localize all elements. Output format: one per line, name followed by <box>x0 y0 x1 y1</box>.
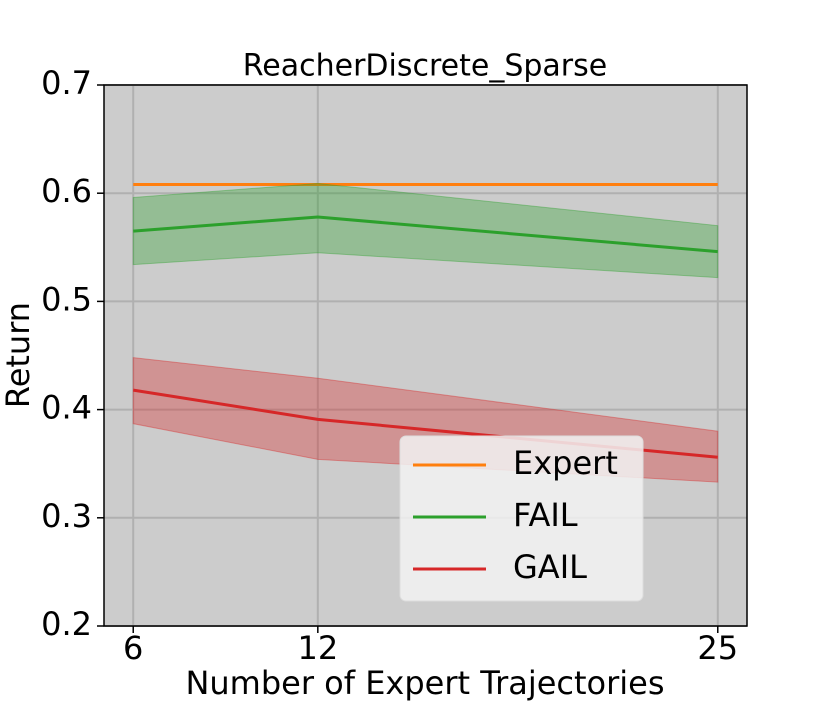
y-tick-label: 0.2 <box>41 605 92 643</box>
y-tick-label: 0.5 <box>41 280 92 318</box>
y-tick-label: 0.4 <box>41 389 92 427</box>
line <box>133 215 718 254</box>
confidence-band <box>132 182 719 279</box>
y-axis-label: Return <box>0 302 37 408</box>
x-tick-label: 6 <box>123 629 143 667</box>
x-tick-label: 12 <box>297 629 338 667</box>
x-axis-label: Number of Expert Trajectories <box>185 664 664 702</box>
y-tick-label: 0.3 <box>41 497 92 535</box>
legend-label: GAIL <box>513 548 587 586</box>
plot-frame <box>103 84 748 627</box>
x-tick-label: 25 <box>697 629 738 667</box>
y-tick-label: 0.6 <box>41 172 92 210</box>
chart-title: ReacherDiscrete_Sparse <box>243 49 607 84</box>
legend-label: FAIL <box>513 496 578 534</box>
y-tick-label: 0.7 <box>41 64 92 102</box>
legend-box <box>399 435 644 602</box>
legend-label: Expert <box>513 444 618 482</box>
